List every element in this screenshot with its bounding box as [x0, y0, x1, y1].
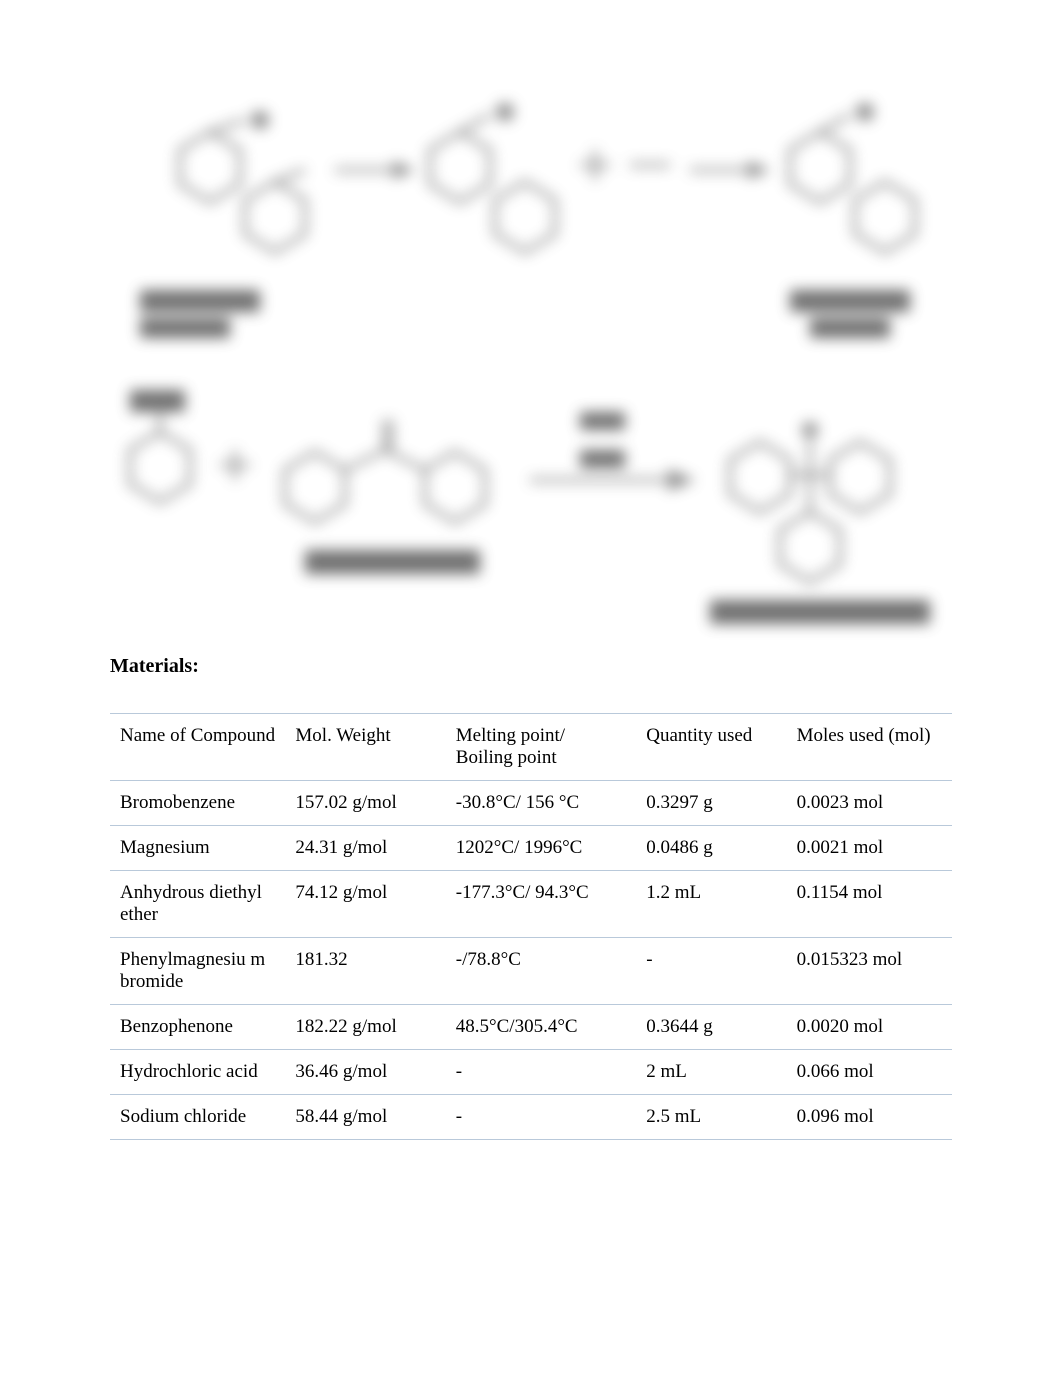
- cell-qty: 0.3644 g: [636, 1005, 786, 1050]
- table-row: Benzophenone 182.22 g/mol 48.5°C/305.4°C…: [110, 1005, 952, 1050]
- cell-mp: -30.8°C/ 156 °C: [446, 781, 636, 826]
- cell-mw: 74.12 g/mol: [285, 871, 445, 938]
- cell-mol: 0.015323 mol: [787, 938, 952, 1005]
- cell-mp: 48.5°C/305.4°C: [446, 1005, 636, 1050]
- materials-heading: Materials:: [110, 655, 952, 678]
- cell-mol: 0.096 mol: [787, 1095, 952, 1140]
- table-header-row: Name of Compound Mol. Weight Melting poi…: [110, 714, 952, 781]
- cell-name: Hydrochloric acid: [110, 1050, 285, 1095]
- cell-mol: 0.0020 mol: [787, 1005, 952, 1050]
- col-header-name: Name of Compound: [110, 714, 285, 781]
- cell-mw: 36.46 g/mol: [285, 1050, 445, 1095]
- cell-mp: -: [446, 1095, 636, 1140]
- cell-mw: 181.32: [285, 938, 445, 1005]
- cell-mp: 1202°C/ 1996°C: [446, 826, 636, 871]
- cell-mw: 58.44 g/mol: [285, 1095, 445, 1140]
- col-header-qty: Quantity used: [636, 714, 786, 781]
- cell-qty: -: [636, 938, 786, 1005]
- cell-mw: 157.02 g/mol: [285, 781, 445, 826]
- cell-name: Anhydrous diethyl ether: [110, 871, 285, 938]
- cell-mol: 0.1154 mol: [787, 871, 952, 938]
- cell-mp: -/78.8°C: [446, 938, 636, 1005]
- cell-name: Magnesium: [110, 826, 285, 871]
- table-row: Bromobenzene 157.02 g/mol -30.8°C/ 156 °…: [110, 781, 952, 826]
- cell-qty: 2.5 mL: [636, 1095, 786, 1140]
- cell-mol: 0.066 mol: [787, 1050, 952, 1095]
- cell-name: Sodium chloride: [110, 1095, 285, 1140]
- cell-mol: 0.0023 mol: [787, 781, 952, 826]
- table-row: Magnesium 24.31 g/mol 1202°C/ 1996°C 0.0…: [110, 826, 952, 871]
- reaction-scheme-svg: [110, 80, 950, 625]
- cell-qty: 0.0486 g: [636, 826, 786, 871]
- cell-mp: -177.3°C/ 94.3°C: [446, 871, 636, 938]
- cell-qty: 2 mL: [636, 1050, 786, 1095]
- cell-qty: 1.2 mL: [636, 871, 786, 938]
- cell-name: Phenylmagnesiu m bromide: [110, 938, 285, 1005]
- reaction-scheme-figure: [110, 80, 952, 625]
- col-header-moles: Moles used (mol): [787, 714, 952, 781]
- table-row: Sodium chloride 58.44 g/mol - 2.5 mL 0.0…: [110, 1095, 952, 1140]
- table-body: Bromobenzene 157.02 g/mol -30.8°C/ 156 °…: [110, 781, 952, 1140]
- table-row: Phenylmagnesiu m bromide 181.32 -/78.8°C…: [110, 938, 952, 1005]
- col-header-mp-bp: Melting point/ Boiling point: [446, 714, 636, 781]
- cell-name: Bromobenzene: [110, 781, 285, 826]
- cell-name: Benzophenone: [110, 1005, 285, 1050]
- table-row: Anhydrous diethyl ether 74.12 g/mol -177…: [110, 871, 952, 938]
- table-row: Hydrochloric acid 36.46 g/mol - 2 mL 0.0…: [110, 1050, 952, 1095]
- cell-mw: 182.22 g/mol: [285, 1005, 445, 1050]
- cell-mol: 0.0021 mol: [787, 826, 952, 871]
- cell-mp: -: [446, 1050, 636, 1095]
- cell-qty: 0.3297 g: [636, 781, 786, 826]
- cell-mw: 24.31 g/mol: [285, 826, 445, 871]
- col-header-molweight: Mol. Weight: [285, 714, 445, 781]
- materials-table: Name of Compound Mol. Weight Melting poi…: [110, 713, 952, 1140]
